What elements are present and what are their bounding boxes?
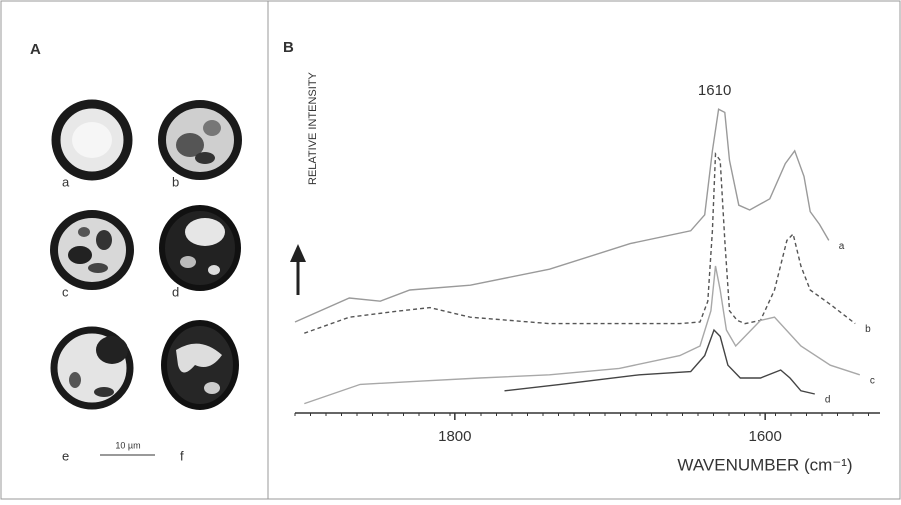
- series-label: d: [825, 395, 831, 406]
- particle: [51, 99, 133, 181]
- image-label: b: [172, 174, 179, 189]
- spectrum: [294, 108, 830, 323]
- series-label: c: [870, 375, 875, 386]
- particle: [50, 326, 134, 410]
- x-tick-label: 1800: [438, 428, 471, 445]
- spectrum: [304, 151, 856, 334]
- particle: [159, 205, 241, 291]
- panel-label: A: [30, 41, 41, 58]
- image-label: d: [172, 284, 179, 299]
- spectrum: [304, 265, 861, 405]
- particle: [161, 320, 239, 410]
- particle: [158, 100, 242, 180]
- image-label: a: [62, 174, 70, 189]
- peak-annotation: 1610: [698, 82, 731, 99]
- image-label: e: [62, 448, 69, 463]
- particle: [50, 210, 134, 290]
- x-tick-label: 1600: [748, 428, 781, 445]
- spectrum: [504, 328, 815, 395]
- micrographs: [50, 99, 242, 410]
- y-arrow-head: [290, 244, 306, 262]
- x-axis-label: WAVENUMBER (cm⁻¹): [677, 455, 852, 474]
- scale-bar-label: 10 µm: [115, 440, 140, 450]
- image-label: f: [180, 448, 184, 463]
- image-label: c: [62, 284, 69, 299]
- panel-label: B: [283, 39, 294, 56]
- series-label: b: [865, 324, 871, 335]
- y-axis-label: RELATIVE INTENSITY: [307, 71, 319, 185]
- series-label: a: [839, 241, 845, 252]
